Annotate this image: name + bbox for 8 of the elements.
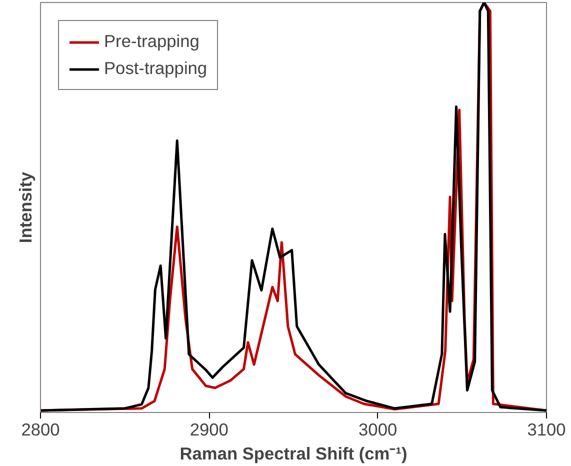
x-axis-title: Raman Spectral Shift (cm⁻¹)	[180, 444, 408, 464]
x-tick-label: 3100	[527, 420, 566, 440]
legend-label: Post-trapping	[104, 58, 208, 79]
y-axis-title: Intensity	[16, 172, 36, 244]
x-tick-label: 2800	[21, 420, 60, 440]
x-tick-label: 2900	[190, 420, 228, 440]
legend-label: Pre-trapping	[104, 31, 200, 52]
x-tick-label: 3000	[358, 420, 398, 440]
